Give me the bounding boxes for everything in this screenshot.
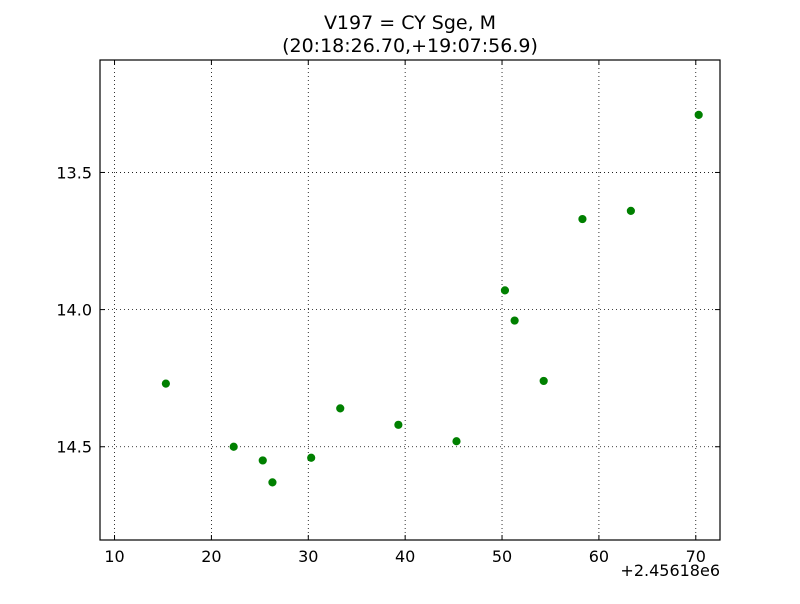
x-tick-label: 30 — [298, 547, 318, 566]
x-tick-label: 50 — [492, 547, 512, 566]
data-point — [510, 316, 519, 325]
grid-layer — [100, 60, 720, 540]
ticks-layer: 10 20 30 40 50 60 70 13.5 14.0 14.5 — [56, 60, 720, 566]
data-point — [229, 442, 238, 451]
chart-title: V197 = CY Sge, M — [324, 12, 496, 34]
x-tick-label: 60 — [589, 547, 609, 566]
x-tick-label: 70 — [686, 547, 706, 566]
data-point — [694, 110, 703, 119]
y-tick-label: 14.0 — [56, 301, 92, 320]
x-tick-label: 10 — [104, 547, 124, 566]
data-point — [626, 206, 635, 215]
y-tick-label: 14.5 — [56, 438, 92, 457]
data-point — [336, 404, 345, 413]
y-tick-label: 13.5 — [56, 163, 92, 182]
x-tick-label: 40 — [395, 547, 415, 566]
data-point — [452, 437, 461, 446]
chart-subtitle: (20:18:26.70,+19:07:56.9) — [282, 35, 538, 57]
data-point — [500, 286, 510, 295]
points-layer — [161, 110, 703, 487]
data-point — [268, 478, 277, 487]
data-point — [394, 420, 403, 429]
data-point — [539, 376, 548, 386]
x-tick-label: 20 — [201, 547, 221, 566]
data-point — [307, 453, 316, 462]
data-point — [161, 379, 170, 388]
data-point — [258, 456, 267, 465]
plot-frame — [99, 59, 721, 541]
data-point — [578, 214, 587, 224]
x-offset-label: +2.45618e6 — [620, 561, 720, 580]
